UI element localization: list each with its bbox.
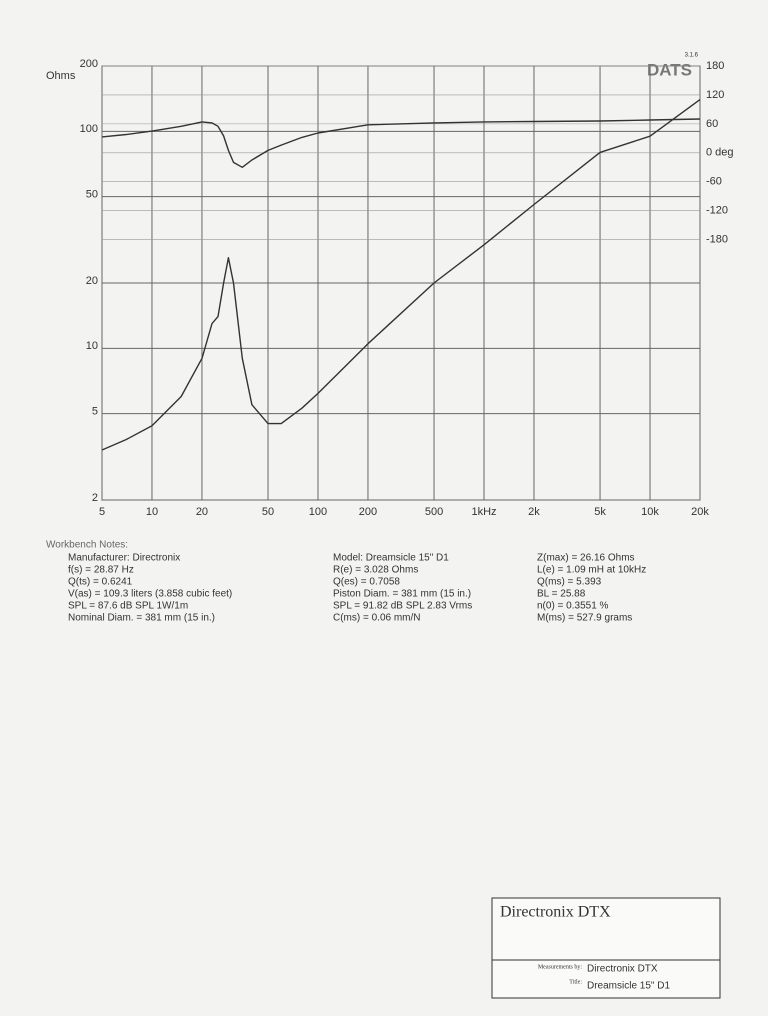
note-line: Manufacturer: Directronix: [68, 553, 180, 564]
note-line: SPL = 87.6 dB SPL 1W/1m: [68, 601, 188, 612]
x-tick-label: 20k: [691, 506, 709, 518]
y2-tick-label: 0 deg: [706, 147, 734, 159]
x-tick-label: 5k: [594, 506, 606, 518]
y-tick-label: 2: [92, 492, 98, 504]
note-line: SPL = 91.82 dB SPL 2.83 Vrms: [333, 601, 472, 612]
note-line: Q(es) = 0.7058: [333, 577, 400, 588]
y2-tick-label: 180: [706, 60, 724, 72]
measured-by: Directronix DTX: [587, 964, 658, 975]
note-line: Z(max) = 26.16 Ohms: [537, 553, 635, 564]
x-tick-label: 500: [425, 506, 443, 518]
title-label: Title:: [569, 979, 582, 985]
y2-tick-label: -120: [706, 205, 728, 217]
y-tick-label: 200: [80, 58, 98, 70]
note-line: Q(ts) = 0.6241: [68, 577, 133, 588]
y-tick-label: 10: [86, 340, 98, 352]
note-line: Model: Dreamsicle 15" D1: [333, 553, 449, 564]
note-line: R(e) = 3.028 Ohms: [333, 565, 418, 576]
note-line: C(ms) = 0.06 mm/N: [333, 613, 421, 624]
measured-by-label: Measurements by:: [538, 964, 582, 970]
y-tick-label: 5: [92, 406, 98, 418]
x-tick-label: 200: [359, 506, 377, 518]
note-line: Piston Diam. = 381 mm (15 in.): [333, 589, 471, 600]
series-line: [101, 99, 701, 451]
x-tick-label: 1kHz: [471, 506, 496, 518]
x-tick-label: 2k: [528, 506, 540, 518]
note-line: L(e) = 1.09 mH at 10kHz: [537, 565, 646, 576]
watermark: DATS: [647, 60, 692, 79]
y2-tick-label: -60: [706, 176, 722, 188]
y-tick-label: 20: [86, 275, 98, 287]
y-tick-label: 50: [86, 189, 98, 201]
y2-tick-label: -180: [706, 234, 728, 246]
note-line: n(0) = 0.3551 %: [537, 601, 609, 612]
x-tick-label: 50: [262, 506, 274, 518]
x-tick-label: 10k: [641, 506, 659, 518]
version: 3.1.6: [685, 53, 699, 59]
y-tick-label: 100: [80, 123, 98, 135]
note-line: Nominal Diam. = 381 mm (15 in.): [68, 613, 215, 624]
title-name: Dreamsicle 15" D1: [587, 981, 670, 992]
series-line: [101, 118, 701, 168]
note-line: f(s) = 28.87 Hz: [68, 565, 134, 576]
y-axis-label: Ohms: [46, 70, 76, 82]
y2-tick-label: 60: [706, 118, 718, 130]
x-tick-label: 5: [99, 506, 105, 518]
note-line: BL = 25.88: [537, 589, 586, 600]
note-line: Q(ms) = 5.393: [537, 577, 602, 588]
x-tick-label: 100: [309, 506, 327, 518]
title-block: [491, 897, 721, 999]
x-tick-label: 10: [146, 506, 158, 518]
note-line: M(ms) = 527.9 grams: [537, 613, 632, 624]
title-block-title: Directronix DTX: [500, 904, 611, 921]
notes-title: Workbench Notes:: [46, 540, 128, 551]
x-tick-label: 20: [196, 506, 208, 518]
note-line: V(as) = 109.3 liters (3.858 cubic feet): [68, 589, 232, 600]
y2-tick-label: 120: [706, 89, 724, 101]
